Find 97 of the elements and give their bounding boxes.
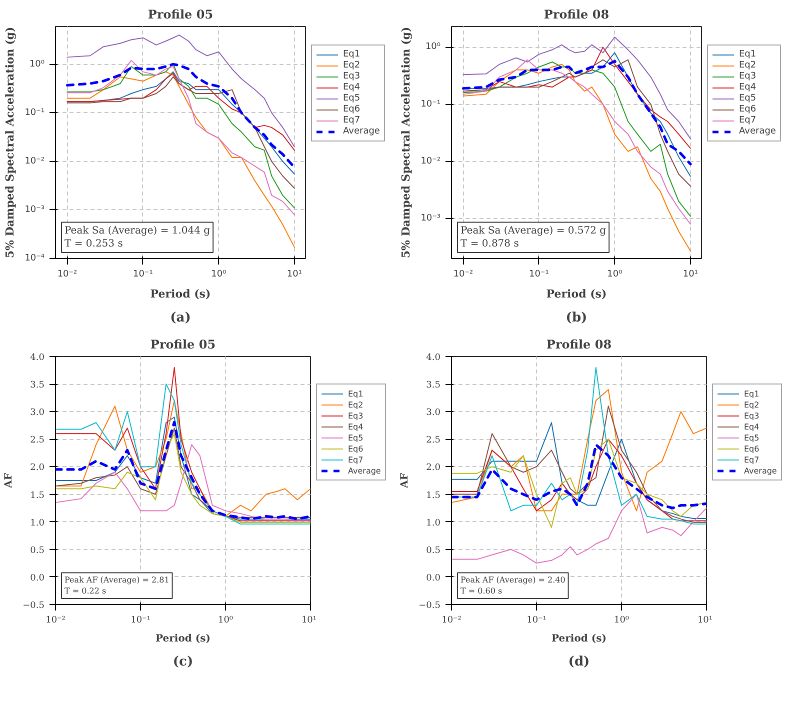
y-tick-label: 4.0 bbox=[426, 353, 441, 363]
x-tick-label: 10¹ bbox=[697, 616, 712, 626]
legend-label: Eq2 bbox=[744, 400, 760, 410]
annotation: Peak Sa (Average) = 1.044 g T = 0.253 s bbox=[64, 225, 211, 250]
legend-label: Eq6 bbox=[343, 104, 362, 114]
chart-title: Profile 05 bbox=[150, 338, 216, 352]
legend-label: Eq7 bbox=[739, 116, 758, 126]
x-tick-label: 10¹ bbox=[286, 270, 302, 280]
x-axis-title: Period (s) bbox=[156, 634, 210, 644]
legend-label: Eq7 bbox=[343, 116, 362, 126]
legend-label: Eq2 bbox=[343, 60, 362, 70]
legend-label: Eq1 bbox=[744, 388, 760, 398]
legend-label: Eq2 bbox=[739, 60, 758, 70]
legend-label: Eq1 bbox=[343, 50, 362, 60]
x-tick-label: 10⁻¹ bbox=[526, 616, 546, 626]
y-tick-label: 1.5 bbox=[426, 490, 441, 501]
y-tick-label: 10⁻³ bbox=[420, 214, 441, 224]
legend-label: Eq2 bbox=[348, 400, 364, 410]
x-tick-label: 10⁻¹ bbox=[529, 270, 550, 280]
x-tick-label: 10⁰ bbox=[211, 270, 227, 280]
y-tick-label: 10⁰ bbox=[29, 59, 45, 70]
legend-label: Eq6 bbox=[739, 104, 758, 114]
y-tick-label: 2.0 bbox=[30, 463, 45, 474]
y-tick-label: 1.0 bbox=[426, 518, 441, 528]
legend-label: Eq5 bbox=[348, 432, 364, 442]
x-tick-label: 10⁻² bbox=[57, 270, 78, 280]
legend-label: Average bbox=[348, 466, 381, 476]
legend-label: Eq1 bbox=[348, 388, 364, 398]
y-axis-title: 5% Damped Spectral Acceleration (g) bbox=[4, 26, 17, 258]
x-tick-label: 10⁰ bbox=[607, 270, 623, 280]
legend-label: Eq1 bbox=[739, 50, 758, 60]
chart-title: Profile 05 bbox=[148, 8, 214, 22]
legend-label: Eq6 bbox=[348, 444, 364, 454]
y-axis-title: 5% Damped Spectral Acceleration (g) bbox=[400, 26, 413, 258]
legend-label: Eq4 bbox=[744, 422, 760, 432]
y-tick-label: 1.5 bbox=[30, 490, 45, 501]
x-axis-title: Period (s) bbox=[546, 288, 607, 300]
x-axis-title: Period (s) bbox=[552, 634, 606, 644]
y-tick-label: 3.0 bbox=[30, 408, 45, 418]
legend-label: Eq5 bbox=[343, 94, 362, 104]
y-tick-label: 2.0 bbox=[426, 463, 441, 474]
y-tick-label: 10⁻² bbox=[420, 156, 441, 166]
x-tick-label: 10¹ bbox=[301, 616, 316, 626]
legend-label: Eq3 bbox=[744, 410, 760, 420]
legend-label: Eq4 bbox=[343, 82, 362, 92]
x-tick-label: 10⁰ bbox=[614, 616, 630, 626]
text: (c) bbox=[172, 654, 194, 670]
x-tick-label: 10⁻¹ bbox=[133, 270, 154, 280]
y-tick-label: 10⁻⁴ bbox=[24, 254, 45, 264]
legend-label: Average bbox=[343, 126, 380, 136]
legend-label: Eq7 bbox=[348, 454, 364, 464]
legend-label: Eq4 bbox=[739, 82, 758, 92]
annotation: Peak AF (Average) = 2.40 T = 0.60 s bbox=[460, 576, 566, 596]
y-tick-label: 3.0 bbox=[426, 408, 441, 418]
x-tick-label: 10⁻¹ bbox=[130, 616, 150, 626]
chart-title: Profile 08 bbox=[546, 338, 612, 352]
y-tick-label: 10⁻³ bbox=[24, 204, 45, 215]
y-axis-title: AF bbox=[400, 473, 411, 489]
y-tick-label: −0.5 bbox=[22, 601, 45, 611]
y-tick-label: 10⁻² bbox=[24, 156, 45, 166]
legend-label: Eq3 bbox=[348, 410, 364, 420]
legend-label: Average bbox=[739, 126, 776, 136]
chart-title: Profile 08 bbox=[544, 8, 610, 22]
text: (a) bbox=[170, 310, 191, 326]
y-tick-label: 0.5 bbox=[30, 546, 45, 556]
annotation: Peak Sa (Average) = 0.572 g T = 0.878 s bbox=[460, 225, 607, 250]
text: (d) bbox=[568, 654, 590, 670]
y-tick-label: 2.5 bbox=[426, 436, 441, 446]
y-tick-label: 3.5 bbox=[426, 380, 441, 391]
legend-label: Eq7 bbox=[744, 454, 760, 464]
y-tick-label: 10⁻¹ bbox=[420, 99, 441, 110]
y-tick-label: 3.5 bbox=[30, 380, 45, 391]
x-tick-label: 10⁻² bbox=[453, 270, 474, 280]
y-tick-label: 0.0 bbox=[426, 573, 441, 584]
y-tick-label: 1.0 bbox=[30, 518, 45, 528]
x-axis-title: Period (s) bbox=[150, 288, 211, 300]
y-tick-label: 0.5 bbox=[426, 546, 441, 556]
legend-label: Eq4 bbox=[348, 422, 364, 432]
x-tick-label: 10¹ bbox=[682, 270, 698, 280]
legend-label: Average bbox=[744, 466, 777, 476]
annotation: Peak AF (Average) = 2.81 T = 0.22 s bbox=[64, 576, 170, 596]
text: (b) bbox=[566, 310, 588, 326]
legend-label: Eq3 bbox=[343, 72, 362, 82]
legend-label: Eq5 bbox=[739, 94, 758, 104]
legend-label: Eq3 bbox=[739, 72, 758, 82]
y-tick-label: 0.0 bbox=[30, 573, 45, 584]
y-tick-label: 4.0 bbox=[30, 353, 45, 363]
legend-label: Eq5 bbox=[744, 432, 760, 442]
x-tick-label: 10⁻² bbox=[46, 616, 66, 626]
y-tick-label: 10⁰ bbox=[425, 42, 441, 52]
y-tick-label: −0.5 bbox=[418, 601, 441, 611]
x-tick-label: 10⁻² bbox=[442, 616, 462, 626]
x-tick-label: 10⁰ bbox=[218, 616, 234, 626]
legend-label: Eq6 bbox=[744, 444, 760, 454]
y-axis-title: AF bbox=[4, 473, 15, 489]
y-tick-label: 2.5 bbox=[30, 436, 45, 446]
y-tick-label: 10⁻¹ bbox=[24, 108, 45, 118]
